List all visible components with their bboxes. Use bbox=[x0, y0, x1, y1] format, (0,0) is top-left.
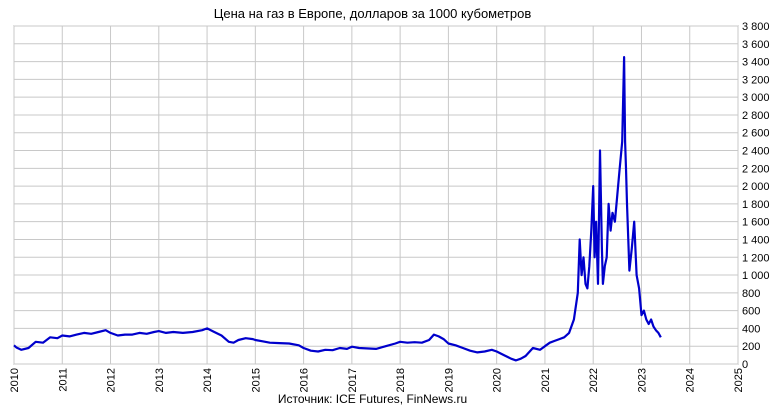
y-tick-label: 2 400 bbox=[742, 146, 770, 158]
x-tick-label: 2017 bbox=[347, 368, 359, 392]
y-tick-label: 3 400 bbox=[742, 57, 770, 69]
y-tick-label: 1 600 bbox=[742, 217, 770, 229]
x-tick-label: 2010 bbox=[9, 368, 21, 392]
y-tick-label: 3 000 bbox=[742, 92, 770, 104]
y-tick-label: 200 bbox=[742, 341, 760, 353]
chart-title: Цена на газ в Европе, долларов за 1000 к… bbox=[213, 6, 532, 21]
x-tick-label: 2012 bbox=[106, 368, 118, 392]
x-tick-label: 2018 bbox=[395, 368, 407, 392]
x-tick-label: 2022 bbox=[588, 368, 600, 392]
y-tick-label: 3 600 bbox=[742, 39, 770, 51]
x-tick-label: 2023 bbox=[636, 368, 648, 392]
y-tick-label: 0 bbox=[742, 359, 748, 371]
y-tick-label: 800 bbox=[742, 288, 760, 300]
x-tick-label: 2024 bbox=[685, 368, 697, 392]
y-tick-label: 400 bbox=[742, 323, 760, 335]
x-tick-label: 2025 bbox=[733, 368, 745, 392]
x-tick-label: 2016 bbox=[299, 368, 311, 392]
y-tick-label: 3 800 bbox=[742, 21, 770, 33]
x-tick-label: 2011 bbox=[57, 368, 69, 392]
x-tick-label: 2021 bbox=[540, 368, 552, 392]
y-tick-label: 2 200 bbox=[742, 163, 770, 175]
y-tick-label: 2 000 bbox=[742, 181, 770, 193]
y-tick-label: 3 200 bbox=[742, 74, 770, 86]
x-tick-label: 2014 bbox=[202, 368, 214, 392]
y-tick-label: 2 600 bbox=[742, 128, 770, 140]
price-series-line bbox=[13, 56, 662, 362]
x-tick-label: 2013 bbox=[154, 368, 166, 392]
y-tick-label: 2 800 bbox=[742, 110, 770, 122]
x-tick-label: 2015 bbox=[250, 368, 262, 392]
chart-source: Источник: ICE Futures, FinNews.ru bbox=[277, 392, 468, 406]
y-tick-label: 1 200 bbox=[742, 252, 770, 264]
y-tick-label: 1 400 bbox=[742, 234, 770, 246]
x-tick-label: 2020 bbox=[492, 368, 504, 392]
y-tick-label: 1 000 bbox=[742, 270, 770, 282]
x-tick-label: 2019 bbox=[443, 368, 455, 392]
y-tick-label: 1 800 bbox=[742, 199, 770, 211]
y-tick-label: 600 bbox=[742, 306, 760, 318]
plot-area bbox=[13, 25, 739, 365]
